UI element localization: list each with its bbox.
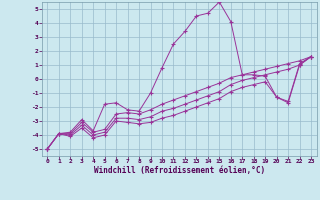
X-axis label: Windchill (Refroidissement éolien,°C): Windchill (Refroidissement éolien,°C) [94, 166, 265, 175]
